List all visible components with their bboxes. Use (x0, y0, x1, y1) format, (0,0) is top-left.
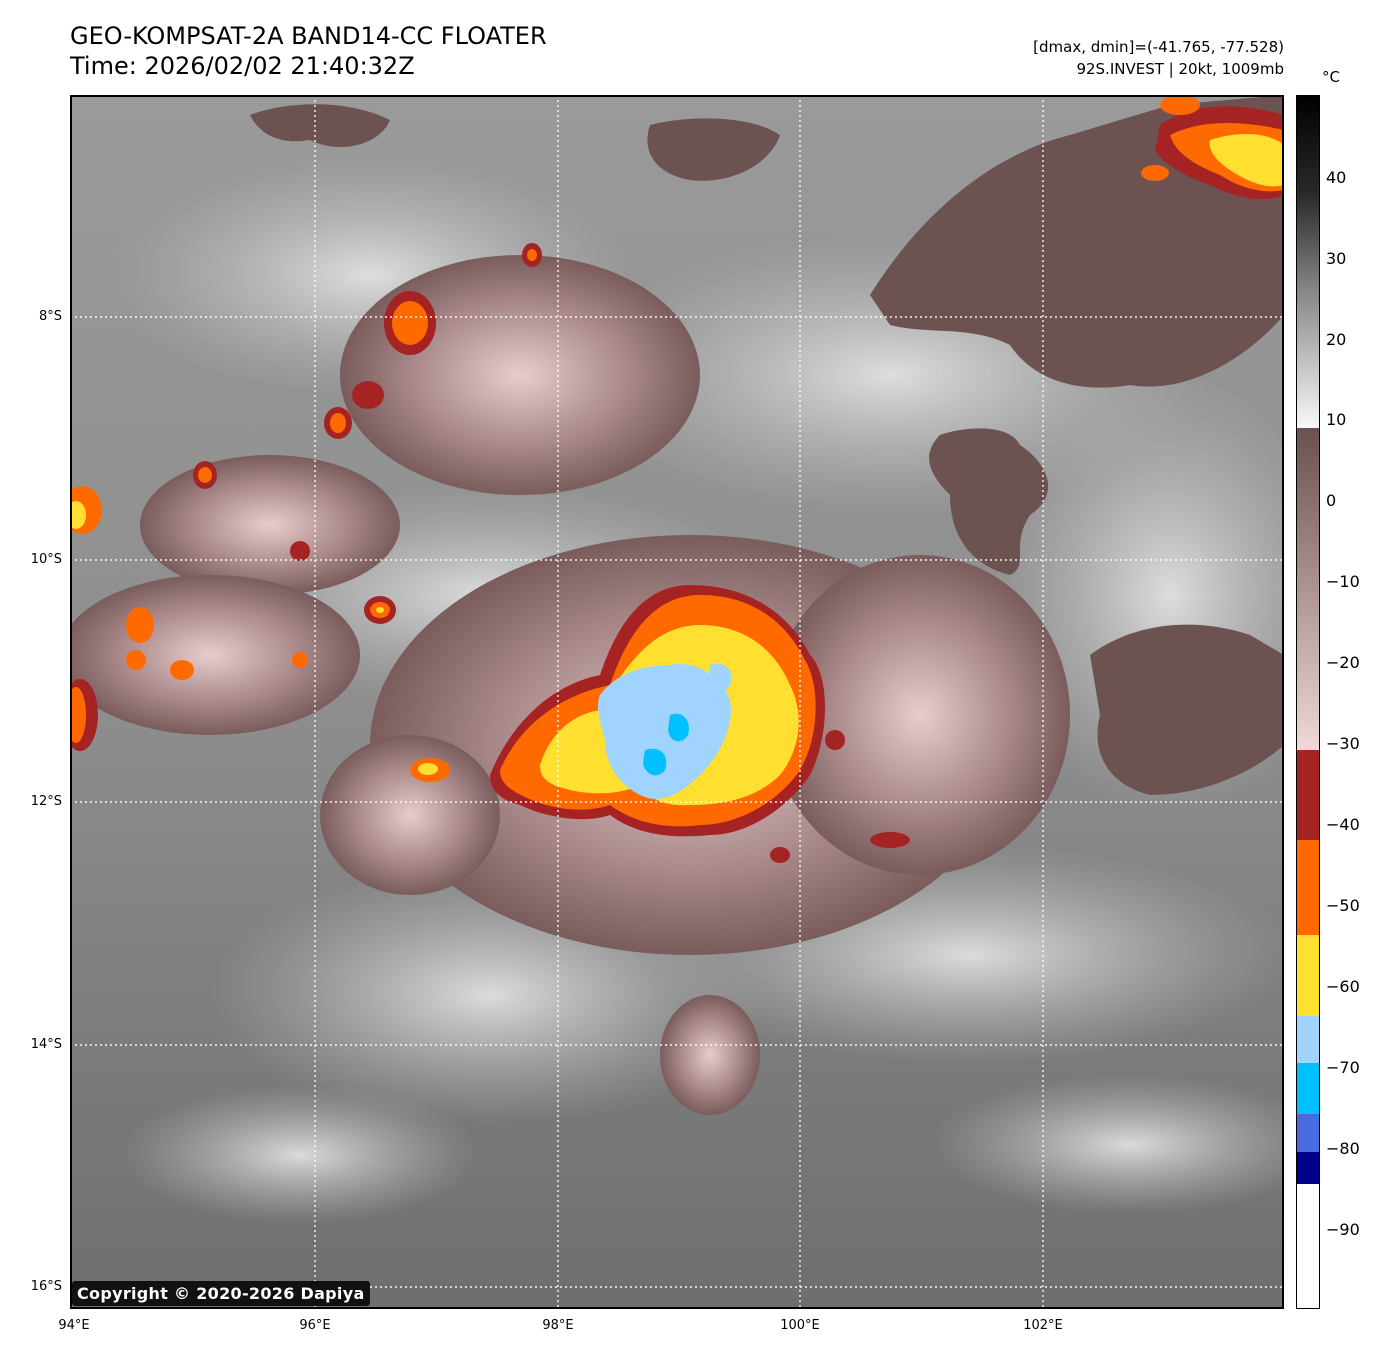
colorbar-tick-40: 40 (1326, 168, 1347, 187)
lat-label-16s: 16°S (30, 1279, 62, 1294)
colorbar-red-segment (1296, 750, 1320, 840)
lat-label-10s: 10°S (30, 552, 62, 567)
colorbar-tick-minus50: −50 (1326, 896, 1360, 915)
small-convective-cells (70, 243, 910, 863)
colorbar-yellow-segment (1296, 935, 1320, 1016)
colorbar-orange-segment (1296, 840, 1320, 935)
colorbar-cyan-segment (1296, 1063, 1320, 1114)
map-frame (70, 95, 1284, 1309)
colorbar-white-segment (1296, 1184, 1320, 1309)
lat-label-8s: 8°S (38, 309, 62, 324)
colorbar-tick-minus30: −30 (1326, 734, 1360, 753)
lat-label-14s: 14°S (30, 1037, 62, 1052)
colorbar-brown-segment (1296, 428, 1320, 750)
colorbar-tick-20: 20 (1326, 330, 1347, 349)
lon-label-100e: 100°E (780, 1318, 820, 1333)
lon-label-98e: 98°E (542, 1318, 574, 1333)
northeast-convection (1141, 95, 1284, 200)
colorbar-gray-segment (1296, 95, 1320, 428)
colorbar-tick-minus90: −90 (1326, 1220, 1360, 1239)
storm-info: 92S.INVEST | 20kt, 1009mb (1076, 60, 1284, 78)
chart-title: GEO-KOMPSAT-2A BAND14-CC FLOATER (70, 22, 547, 50)
lon-label-94e: 94°E (58, 1318, 90, 1333)
colorbar-tick-minus10: −10 (1326, 572, 1360, 591)
colorbar-unit: °C (1322, 68, 1340, 86)
colorbar-lightblue-segment (1296, 1016, 1320, 1063)
colorbar-tick-minus60: −60 (1326, 977, 1360, 996)
colorbar-tick-minus80: −80 (1326, 1139, 1360, 1158)
satellite-map (70, 95, 1284, 1309)
colorbar-tick-30: 30 (1326, 249, 1347, 268)
colorbar-tick-0: 0 (1326, 491, 1337, 510)
colorbar-tick-minus70: −70 (1326, 1058, 1360, 1077)
temperature-range: [dmax, dmin]=(-41.765, -77.528) (1033, 38, 1284, 56)
lat-label-12s: 12°S (30, 794, 62, 809)
colorbar-tick-minus20: −20 (1326, 653, 1360, 672)
graticule (70, 95, 1284, 1309)
colorbar-tick-minus40: −40 (1326, 815, 1360, 834)
timestamp: Time: 2026/02/02 21:40:32Z (70, 52, 415, 80)
colorbar-navy-segment (1296, 1152, 1320, 1184)
colorbar-blue-segment (1296, 1114, 1320, 1152)
central-convection (490, 585, 825, 837)
copyright-badge: Copyright © 2020-2026 Dapiya (72, 1281, 370, 1306)
colorbar (1296, 95, 1320, 1309)
lon-label-102e: 102°E (1023, 1318, 1063, 1333)
colorbar-tick-10: 10 (1326, 410, 1347, 429)
lon-label-96e: 96°E (299, 1318, 331, 1333)
